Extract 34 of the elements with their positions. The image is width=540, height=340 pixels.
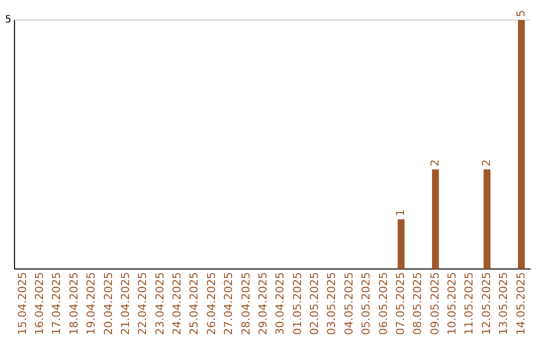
x-tick-label: 05.05.2025	[360, 272, 373, 336]
x-tick-label: 18.04.2025	[67, 272, 80, 336]
x-tick-label: 13.05.2025	[497, 272, 510, 336]
x-tick-label: 06.05.2025	[376, 272, 390, 336]
data-label: 5	[514, 10, 528, 17]
x-tick-label: 23.04.2025	[153, 272, 166, 336]
x-tick-label: 20.04.2025	[102, 272, 115, 336]
x-tick-label: 25.04.2025	[188, 272, 201, 336]
x-tick-label: 17.04.2025	[50, 272, 64, 336]
x-tick-label: 21.04.2025	[118, 272, 132, 336]
data-label: 1	[394, 209, 407, 216]
x-tick-label: 24.04.2025	[170, 272, 184, 336]
x-tick-label: 03.05.2025	[325, 272, 338, 336]
x-tick-label: 11.05.2025	[462, 272, 476, 336]
x-tick-label: 30.04.2025	[274, 272, 287, 336]
x-tick-label: 19.04.2025	[84, 272, 98, 336]
x-tick-label: 09.05.2025	[428, 272, 442, 336]
x-tick-label: 04.05.2025	[342, 272, 356, 336]
x-tick-label: 08.05.2025	[411, 272, 424, 336]
x-tick-label: 26.04.2025	[204, 272, 218, 336]
x-tick-label: 12.05.2025	[480, 272, 493, 336]
x-tick-label: 01.05.2025	[290, 272, 304, 336]
x-tick-label: 27.04.2025	[222, 272, 236, 336]
x-tick-label: 02.05.2025	[308, 272, 322, 336]
x-tick-label: 22.04.2025	[136, 272, 150, 336]
data-label: 2	[480, 159, 493, 166]
x-tick-label: 29.04.2025	[256, 272, 270, 336]
x-tick-label: 16.04.2025	[33, 272, 46, 336]
x-tick-label: 15.04.2025	[16, 272, 29, 336]
x-tick-label: 10.05.2025	[446, 272, 459, 336]
x-tick-label: 07.05.2025	[394, 272, 407, 336]
x-tick-label: 28.04.2025	[239, 272, 252, 336]
data-label: 2	[428, 159, 442, 166]
x-tick-label: 14.05.2025	[514, 272, 528, 336]
